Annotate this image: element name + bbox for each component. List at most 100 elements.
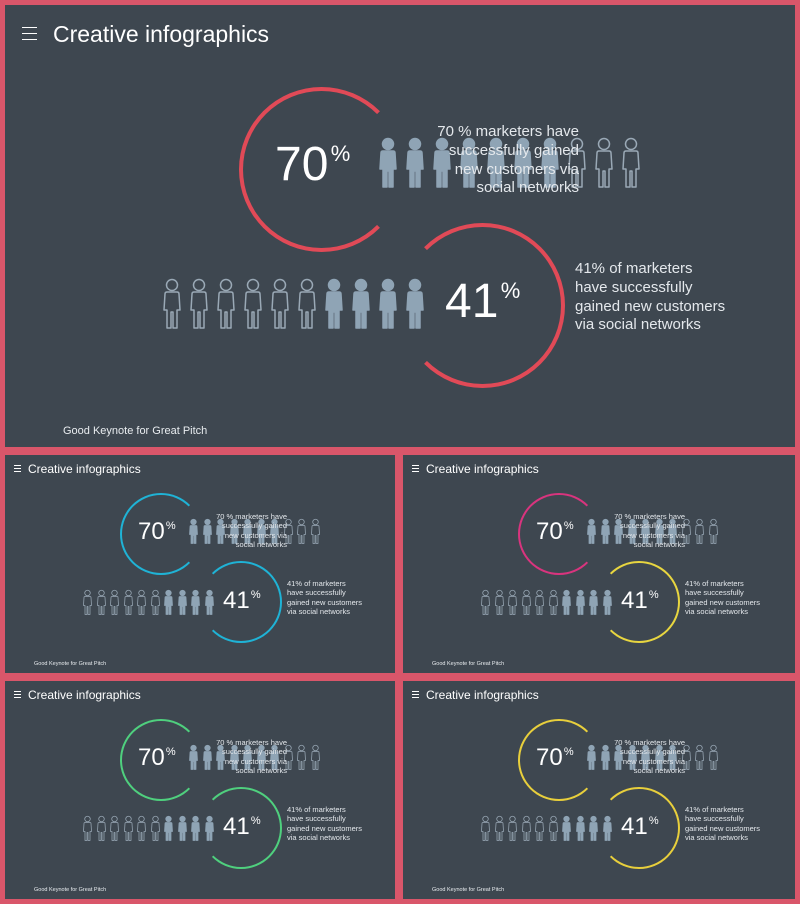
person-outline-icon bbox=[694, 744, 705, 771]
hamburger-menu-icon[interactable] bbox=[412, 691, 419, 698]
person-filled-icon bbox=[561, 589, 572, 616]
stat-ring-70 bbox=[239, 87, 404, 252]
stat-description-41: 41% of marketers have successfully gaine… bbox=[287, 579, 363, 617]
person-outline-icon bbox=[494, 815, 505, 842]
person-filled-icon bbox=[188, 518, 199, 545]
person-filled-icon bbox=[600, 518, 611, 545]
percent-symbol: % bbox=[563, 745, 574, 758]
percent-symbol: % bbox=[165, 745, 176, 758]
slide-variant-yellow: Creative infographics 70% 70 % marketers … bbox=[403, 681, 795, 899]
people-row-41 bbox=[82, 815, 215, 842]
slide-title: Creative infographics bbox=[53, 21, 270, 47]
stat-description-41: 41% of marketers have successfully gaine… bbox=[287, 805, 363, 843]
hamburger-menu-icon[interactable] bbox=[14, 465, 21, 472]
person-outline-icon bbox=[296, 744, 307, 771]
percent-value: 41 bbox=[621, 587, 648, 614]
slide-footer: Good Keynote for Great Pitch bbox=[34, 661, 107, 667]
person-filled-icon bbox=[242, 744, 253, 771]
percent-value: 41 bbox=[223, 587, 250, 614]
person-filled-icon bbox=[190, 589, 201, 616]
person-filled-icon bbox=[588, 589, 599, 616]
percent-value: 70 bbox=[138, 518, 165, 545]
people-row-70 bbox=[188, 744, 321, 771]
percent-symbol: % bbox=[500, 277, 521, 303]
percent-symbol: % bbox=[330, 140, 351, 166]
stat-ring-41 bbox=[598, 787, 680, 869]
person-filled-icon bbox=[561, 815, 572, 842]
person-outline-icon bbox=[136, 815, 147, 842]
percent-value: 41 bbox=[621, 813, 648, 840]
person-filled-icon bbox=[602, 589, 613, 616]
person-filled-icon bbox=[586, 744, 597, 771]
person-filled-icon bbox=[404, 137, 426, 189]
person-outline-icon bbox=[109, 589, 120, 616]
person-outline-icon bbox=[296, 278, 318, 330]
person-filled-icon bbox=[323, 278, 345, 330]
person-filled-icon bbox=[163, 815, 174, 842]
person-outline-icon bbox=[82, 589, 93, 616]
percent-value: 70 bbox=[138, 744, 165, 771]
person-outline-icon bbox=[109, 815, 120, 842]
person-filled-icon bbox=[204, 815, 215, 842]
person-outline-icon bbox=[534, 589, 545, 616]
stat-ring-70 bbox=[120, 719, 202, 801]
people-row-70 bbox=[586, 518, 719, 545]
person-filled-icon bbox=[458, 137, 480, 189]
slide-title: Creative infographics bbox=[426, 688, 539, 702]
people-row-70 bbox=[377, 137, 642, 189]
person-filled-icon bbox=[627, 744, 638, 771]
stat-description-41: 41% of marketers have successfully gaine… bbox=[685, 805, 761, 843]
person-outline-icon bbox=[269, 278, 291, 330]
person-filled-icon bbox=[350, 278, 372, 330]
person-outline-icon bbox=[136, 589, 147, 616]
stat-description-41: 41% of marketers have successfully gaine… bbox=[575, 260, 726, 334]
person-filled-icon bbox=[269, 744, 280, 771]
person-filled-icon bbox=[202, 744, 213, 771]
person-outline-icon bbox=[296, 518, 307, 545]
slide-footer: Good Keynote for Great Pitch bbox=[34, 887, 107, 893]
person-filled-icon bbox=[512, 137, 534, 189]
stat-percent-70: 70% bbox=[536, 744, 574, 772]
percent-symbol: % bbox=[250, 814, 261, 827]
person-outline-icon bbox=[521, 589, 532, 616]
person-outline-icon bbox=[480, 589, 491, 616]
person-filled-icon bbox=[177, 589, 188, 616]
person-outline-icon bbox=[480, 815, 491, 842]
person-outline-icon bbox=[507, 589, 518, 616]
stat-percent-70: 70% bbox=[138, 744, 176, 772]
percent-symbol: % bbox=[648, 814, 659, 827]
person-outline-icon bbox=[96, 815, 107, 842]
person-filled-icon bbox=[404, 278, 426, 330]
stat-ring-41 bbox=[598, 561, 680, 643]
person-filled-icon bbox=[588, 815, 599, 842]
person-outline-icon bbox=[283, 518, 294, 545]
slide-main: Creative infographics 70% 70 % marketers … bbox=[5, 5, 795, 447]
person-filled-icon bbox=[431, 137, 453, 189]
person-filled-icon bbox=[215, 744, 226, 771]
person-outline-icon bbox=[150, 589, 161, 616]
person-filled-icon bbox=[586, 518, 597, 545]
stat-percent-70: 70% bbox=[536, 518, 574, 546]
person-filled-icon bbox=[575, 589, 586, 616]
slide-variant-magenta-yellow: Creative infographics 70% 70 % marketers … bbox=[403, 455, 795, 673]
person-filled-icon bbox=[163, 589, 174, 616]
hamburger-menu-icon[interactable] bbox=[14, 691, 21, 698]
person-filled-icon bbox=[600, 744, 611, 771]
hamburger-menu-icon[interactable] bbox=[412, 465, 419, 472]
person-filled-icon bbox=[377, 278, 399, 330]
stat-percent-70: 70% bbox=[138, 518, 176, 546]
slide-title: Creative infographics bbox=[28, 688, 141, 702]
percent-symbol: % bbox=[563, 519, 574, 532]
hamburger-menu-icon[interactable] bbox=[22, 27, 37, 40]
stat-percent-41: 41% bbox=[445, 274, 520, 329]
person-filled-icon bbox=[575, 815, 586, 842]
stat-ring-41 bbox=[400, 223, 565, 388]
percent-value: 70 bbox=[275, 138, 329, 191]
person-filled-icon bbox=[229, 744, 240, 771]
person-filled-icon bbox=[177, 815, 188, 842]
stat-description-70: 70 % marketers have successfully gained … bbox=[437, 123, 579, 197]
person-filled-icon bbox=[377, 137, 399, 189]
stat-ring-70 bbox=[120, 493, 202, 575]
stat-ring-70 bbox=[518, 493, 600, 575]
stat-percent-41: 41% bbox=[621, 587, 659, 615]
